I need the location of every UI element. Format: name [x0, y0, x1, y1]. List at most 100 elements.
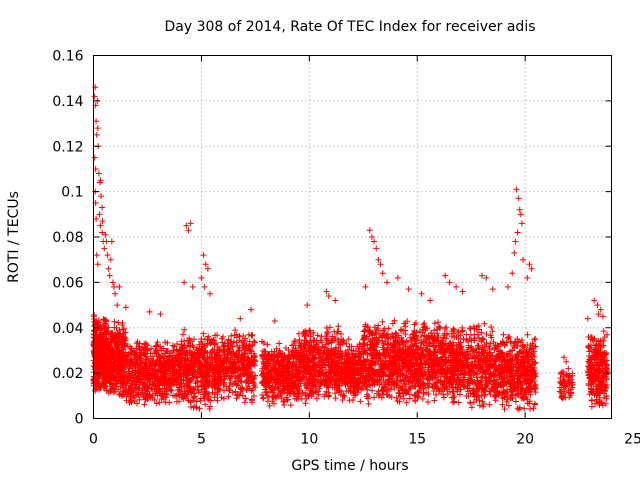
data-point: [194, 384, 201, 391]
data-point: [365, 400, 372, 407]
data-point: [117, 390, 124, 397]
data-point: [124, 378, 131, 385]
data-point: [148, 362, 155, 369]
data-point: [143, 341, 150, 348]
data-point: [361, 327, 368, 334]
data-point: [378, 394, 385, 401]
data-point: [163, 394, 170, 401]
data-point: [133, 354, 140, 361]
data-point: [325, 393, 332, 400]
data-point: [200, 350, 207, 357]
data-point: [229, 343, 236, 350]
data-point: [125, 351, 132, 358]
data-point: [152, 376, 159, 383]
data-point: [230, 369, 237, 376]
data-point: [488, 323, 495, 330]
data-point: [221, 340, 228, 347]
data-point: [169, 357, 176, 364]
data-point: [234, 392, 241, 399]
data-point: [144, 377, 151, 384]
data-point: [114, 370, 121, 377]
data-point: [236, 347, 243, 354]
data-point: [240, 359, 247, 366]
data-point: [209, 378, 216, 385]
data-point: [97, 371, 104, 378]
grid-lines: [93, 55, 612, 419]
data-point: [123, 387, 130, 394]
data-point: [167, 370, 174, 377]
data-point: [136, 379, 143, 386]
data-point: [243, 345, 250, 352]
data-point: [259, 348, 266, 355]
data-point: [215, 352, 222, 359]
data-point: [150, 366, 157, 373]
data-point: [132, 367, 139, 374]
data-point: [129, 372, 136, 379]
data-point: [217, 360, 224, 367]
data-point: [151, 361, 158, 368]
data-point: [103, 328, 110, 335]
data-point: [153, 356, 160, 363]
data-point: [192, 355, 199, 362]
data-point: [350, 384, 357, 391]
data-point: [345, 360, 352, 367]
data-point: [184, 376, 191, 383]
data-point: [212, 384, 219, 391]
data-point: [151, 396, 158, 403]
data-point: [132, 362, 139, 369]
data-point: [330, 357, 337, 364]
data-point: [361, 360, 367, 367]
data-point: [135, 391, 142, 398]
data-point: [341, 356, 348, 363]
data-point: [231, 360, 238, 367]
data-point: [347, 369, 354, 376]
data-point: [348, 374, 355, 381]
data-point: [94, 339, 101, 346]
data-point: [200, 370, 207, 377]
data-point: [132, 351, 139, 358]
data-point: [260, 370, 267, 377]
data-point: [349, 351, 356, 358]
data-point: [220, 376, 227, 383]
data-point: [437, 324, 444, 331]
data-point: [105, 324, 112, 331]
data-point: [239, 365, 246, 372]
data-point: [104, 327, 111, 334]
data-point: [412, 319, 419, 326]
data-point: [224, 352, 231, 359]
data-point: [218, 394, 225, 401]
data-point: [185, 388, 192, 395]
data-point: [160, 350, 167, 357]
data-point: [238, 378, 245, 385]
data-point: [162, 371, 169, 378]
data-point: [204, 368, 211, 375]
data-point: [112, 341, 119, 348]
data-point: [320, 376, 327, 383]
data-point: [400, 395, 407, 402]
data-point: [185, 397, 192, 404]
data-point: [176, 380, 183, 387]
data-point: [201, 344, 208, 351]
data-point: [313, 395, 320, 402]
data-point: [301, 356, 308, 363]
data-point: [322, 341, 329, 348]
data-point: [119, 365, 126, 372]
data-point: [168, 387, 175, 394]
data-point: [217, 386, 224, 393]
data-point: [241, 399, 248, 406]
data-point: [153, 400, 160, 407]
data-point: [120, 346, 127, 353]
data-point: [366, 327, 373, 334]
data-point: [142, 390, 149, 397]
data-point: [314, 349, 321, 356]
data-point: [298, 395, 305, 402]
data-point: [325, 371, 332, 378]
data-point: [99, 353, 106, 360]
data-point: [241, 337, 248, 344]
data-point: [281, 382, 288, 389]
data-point: [315, 391, 322, 398]
data-point: [181, 326, 188, 333]
data-point: [322, 391, 329, 398]
data-point: [159, 374, 166, 381]
data-point: [122, 329, 129, 336]
